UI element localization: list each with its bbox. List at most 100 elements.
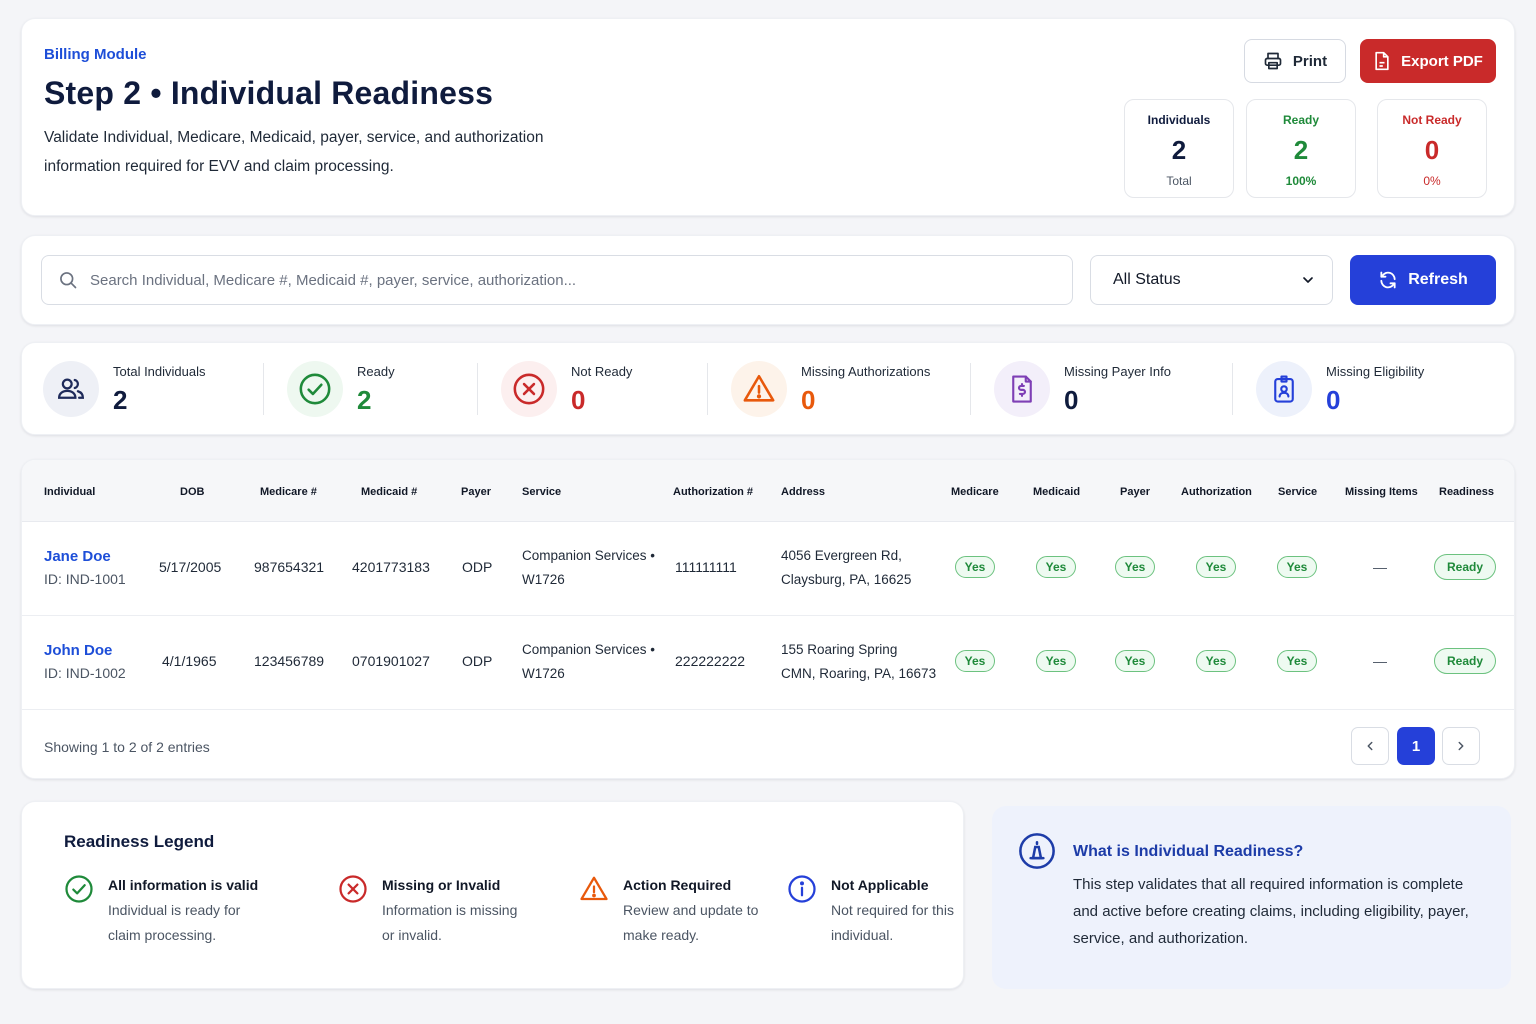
medicare-number-cell: 123456789: [254, 653, 325, 669]
column-header-service-check[interactable]: Service: [1278, 486, 1318, 498]
summary-missing-payer-info: Missing Payer Info 0: [994, 361, 1171, 417]
export-pdf-label: Export PDF: [1401, 52, 1483, 70]
search-input[interactable]: [90, 271, 1050, 289]
summary-not-ready: Not Ready 0: [501, 361, 632, 417]
column-header-address[interactable]: Address: [781, 486, 826, 498]
export-pdf-button[interactable]: Export PDF: [1360, 39, 1496, 83]
column-header-missing-items[interactable]: Missing Items: [1345, 486, 1418, 498]
page-button-current[interactable]: 1: [1397, 727, 1435, 765]
stat-sub: Total: [1166, 174, 1192, 188]
legend-item-not-applicable: Not Applicable Not required for this ind…: [787, 874, 981, 948]
individual-cell: John Doe ID: IND-1002: [44, 642, 126, 681]
column-header-authorization-number[interactable]: Authorization #: [673, 486, 754, 498]
service-code: W1726: [522, 572, 565, 587]
previous-page-button[interactable]: [1351, 727, 1389, 765]
divider: [1232, 363, 1233, 415]
medicaid-status-badge: Yes: [1036, 556, 1076, 578]
legend-item-title: Not Applicable: [831, 877, 929, 893]
stat-not-ready: Not Ready 0 0%: [1377, 99, 1487, 198]
individual-cell: Jane Doe ID: IND-1001: [44, 548, 126, 587]
column-header-dob[interactable]: DOB: [180, 486, 205, 498]
check-circle-icon: [65, 875, 93, 903]
status-filter-value: All Status: [1113, 271, 1181, 288]
legend-item-title: Action Required: [623, 877, 732, 893]
refresh-button[interactable]: Refresh: [1350, 255, 1496, 305]
print-button[interactable]: Print: [1244, 39, 1346, 83]
column-header-payer[interactable]: Payer: [461, 486, 491, 498]
service-cell: Companion Services • W1726: [522, 638, 655, 686]
x-circle-icon: [339, 875, 367, 903]
table-row[interactable]: John Doe ID: IND-1002 4/1/1965 123456789…: [22, 616, 1514, 710]
individual-id: ID: IND-1001: [44, 571, 126, 587]
legend-title: Readiness Legend: [64, 832, 215, 851]
stat-label: Ready: [1282, 113, 1320, 127]
address-cell: 155 Roaring Spring CMN, Roaring, PA, 166…: [781, 638, 936, 686]
dob-cell: 4/1/1965: [162, 653, 217, 669]
summary-label: Missing Authorizations: [801, 364, 931, 379]
individual-name-link[interactable]: John Doe: [44, 642, 113, 659]
stat-sub: 0%: [1423, 174, 1441, 188]
column-header-medicare[interactable]: Medicare: [951, 486, 999, 498]
status-filter-select[interactable]: All Status: [1090, 255, 1333, 305]
next-page-button[interactable]: [1442, 727, 1480, 765]
column-header-medicaid-number[interactable]: Medicaid #: [361, 486, 418, 498]
summary-value: 0: [801, 385, 816, 415]
summary-label: Missing Eligibility: [1326, 364, 1425, 379]
readiness-legend: Readiness Legend All information is vali…: [21, 801, 964, 989]
chevron-left-icon: [1367, 741, 1373, 751]
summary-value: 0: [571, 385, 586, 415]
authorization-number-cell: 111111111: [675, 559, 737, 575]
authorization-status-badge: Yes: [1196, 650, 1236, 672]
chevron-down-icon: [1303, 277, 1313, 283]
summary-missing-eligibility: Missing Eligibility 0: [1256, 361, 1424, 417]
warning-triangle-icon: [731, 361, 787, 417]
stat-value: 0: [1424, 135, 1440, 165]
column-header-medicaid[interactable]: Medicaid: [1033, 486, 1081, 498]
search-box[interactable]: [41, 255, 1073, 305]
stat-value: 2: [1293, 135, 1309, 165]
info-title: What is Individual Readiness?: [1073, 843, 1304, 860]
column-header-service[interactable]: Service: [522, 486, 562, 498]
module-label: Billing Module: [44, 46, 147, 63]
x-circle-icon: [501, 361, 557, 417]
users-icon: [43, 361, 99, 417]
stat-sub: 100%: [1285, 174, 1317, 188]
stat-individuals: Individuals 2 Total: [1124, 99, 1234, 198]
payer-status-badge: Yes: [1115, 650, 1155, 672]
entries-summary: Showing 1 to 2 of 2 entries: [44, 739, 210, 755]
medicare-status-badge: Yes: [955, 650, 995, 672]
divider: [707, 363, 708, 415]
info-circle-icon: [788, 875, 816, 903]
chevron-right-icon: [1458, 741, 1464, 751]
summary-value: 2: [357, 385, 372, 415]
column-header-individual[interactable]: Individual: [44, 486, 96, 498]
refresh-icon: [1380, 271, 1396, 289]
summary-label: Ready: [357, 364, 395, 379]
summary-total-individuals: Total Individuals 2: [43, 361, 206, 417]
check-circle-icon: [287, 361, 343, 417]
payer-cell: ODP: [462, 653, 493, 669]
column-header-medicare-number[interactable]: Medicare #: [260, 486, 317, 498]
medicaid-number-cell: 4201773183: [352, 559, 430, 575]
header-card: Billing Module Step 2 • Individual Readi…: [21, 18, 1515, 216]
stat-value: 2: [1171, 135, 1187, 165]
readiness-table: Individual DOB Medicare # Medicaid # Pay…: [21, 459, 1515, 779]
print-label: Print: [1292, 52, 1328, 70]
warning-triangle-icon: [580, 876, 608, 901]
summary-label: Total Individuals: [113, 364, 206, 379]
divider: [970, 363, 971, 415]
individual-name-link[interactable]: Jane Doe: [44, 548, 111, 565]
divider: [263, 363, 264, 415]
table-row[interactable]: Jane Doe ID: IND-1001 5/17/2005 98765432…: [22, 522, 1514, 616]
address-line: CMN, Roaring, PA, 16673: [781, 666, 937, 681]
summary-value: 2: [113, 385, 128, 415]
column-header-readiness[interactable]: Readiness: [1439, 486, 1495, 498]
address-cell: 4056 Evergreen Rd, Claysburg, PA, 16625: [781, 544, 911, 592]
info-text: This step validates that all required in…: [1073, 876, 1469, 947]
column-header-authorization[interactable]: Authorization: [1181, 486, 1252, 498]
column-header-payer-check[interactable]: Payer: [1120, 486, 1150, 498]
stat-ready: Ready 2 100%: [1246, 99, 1356, 198]
page-title: Step 2 • Individual Readiness: [44, 75, 494, 111]
search-icon: [60, 272, 77, 289]
legend-item-action-required: Action Required Review and update to mak…: [579, 874, 773, 948]
